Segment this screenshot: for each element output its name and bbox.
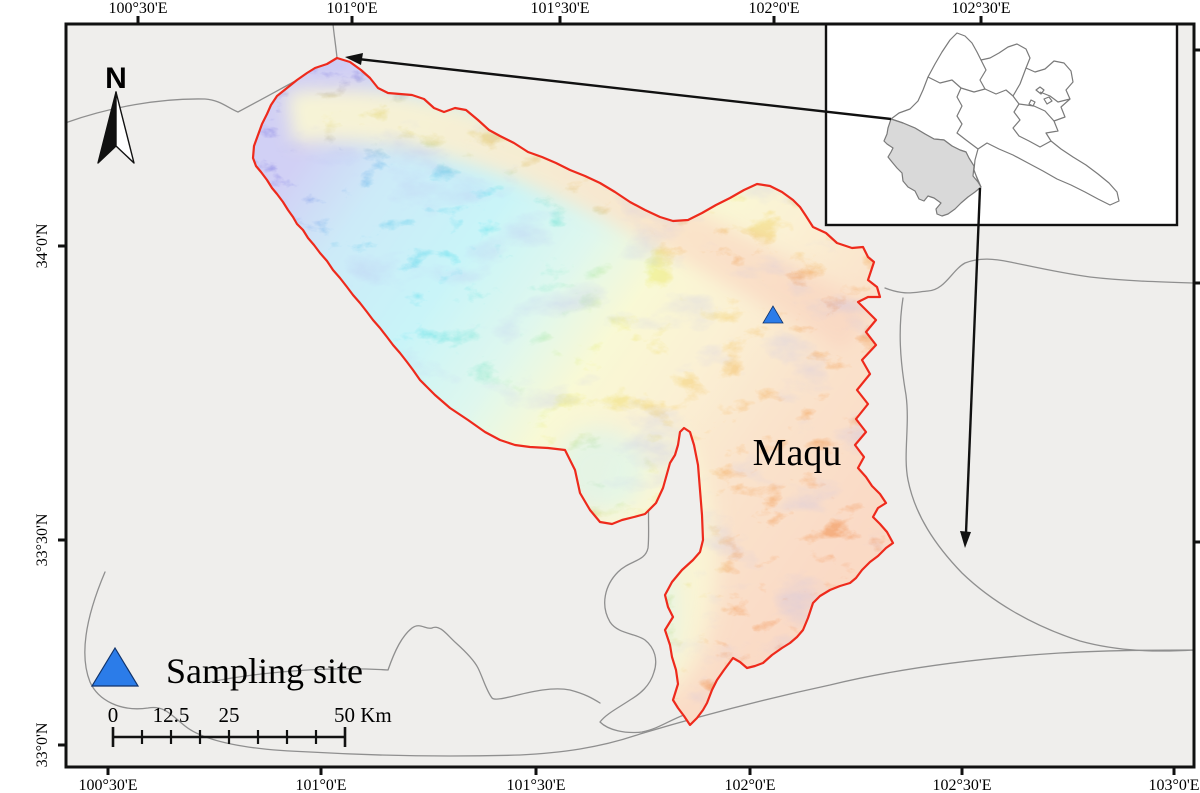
locator-arrow-head: [960, 531, 971, 548]
legend: Sampling site: [90, 646, 363, 691]
axis-label-top: 101°0'E: [326, 0, 377, 17]
axis-label-bottom: 102°0'E: [724, 777, 775, 793]
locator-arrow-line: [964, 187, 982, 534]
axis-label-left: 33°0'N: [34, 722, 51, 767]
inset-county-divider: [1012, 67, 1027, 97]
county-boundary-line: [332, 24, 338, 59]
inset-county-divider: [927, 76, 979, 150]
inset-county-divider: [1039, 91, 1071, 103]
scale-bar-label: 25: [219, 703, 240, 727]
county-boundary-line: [599, 472, 685, 734]
north-arrow-label: N: [105, 62, 127, 95]
county-boundary-line: [899, 297, 1194, 652]
inset-county-divider: [1018, 103, 1055, 122]
north-arrow-right-blade: [115, 91, 135, 164]
axis-label-top: 100°30'E: [108, 0, 167, 17]
north-arrow: N: [97, 62, 135, 164]
sampling-site-marker: [762, 305, 784, 324]
graticule-ticks: [58, 16, 1200, 775]
locator-arrow-line: [357, 57, 892, 121]
axis-label-bottom: 101°0'E: [295, 777, 346, 793]
scale-bar: 0 12.5 25 50 Km: [108, 703, 392, 747]
county-boundary-line: [66, 57, 338, 124]
legend-sampling-label: Sampling site: [166, 651, 363, 691]
legend-sampling-marker: [90, 646, 140, 687]
axis-label-bottom: 100°30'E: [78, 777, 137, 793]
inset-prefecture-outline: [890, 32, 1120, 206]
axis-label-top: 101°30'E: [530, 0, 589, 17]
axis-label-top: 102°30'E: [951, 0, 1010, 17]
axis-label-bottom: 103°0'E: [1148, 777, 1199, 793]
axis-label-bottom: 102°30'E: [932, 777, 991, 793]
county-boundary-line: [209, 625, 601, 704]
region-label: Maqu: [753, 432, 842, 474]
axis-label-left: 33°30'N: [34, 513, 51, 566]
inset-map: [824, 22, 1179, 227]
axis-label-top: 102°0'E: [748, 0, 799, 17]
axis-label-left: 34°0'N: [34, 223, 51, 268]
inset-county-divider: [960, 87, 1052, 148]
inset-enclave: [1028, 99, 1036, 107]
frame-border: [64, 22, 1196, 769]
inset-county-divider: [979, 59, 987, 90]
county-boundary-lines: [66, 24, 1194, 757]
scale-bar-end-label: 50 Km: [334, 703, 392, 727]
inset-enclave: [1035, 86, 1045, 95]
inset-highlight-county: [883, 118, 982, 217]
scale-bar-label: 12.5: [153, 703, 190, 727]
county-boundary-line: [84, 571, 1194, 757]
locator-arrow-head: [345, 53, 363, 65]
locator-arrows: [345, 53, 982, 548]
county-boundary-line: [884, 258, 1194, 294]
axis-labels: 100°30'E 101°0'E 101°30'E 102°0'E 102°30…: [34, 0, 1200, 793]
axis-label-bottom: 101°30'E: [506, 777, 565, 793]
scale-bar-label: 0: [108, 703, 119, 727]
inset-enclave: [1043, 96, 1053, 105]
